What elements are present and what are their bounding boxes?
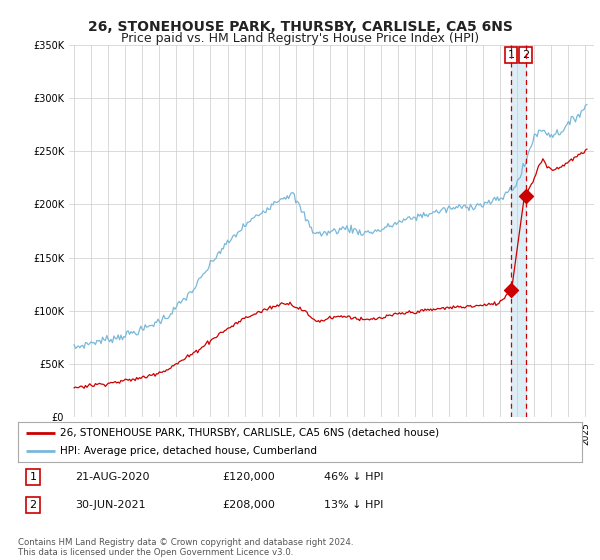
Text: 1: 1 bbox=[29, 472, 37, 482]
Text: 2: 2 bbox=[522, 50, 529, 60]
Text: 13% ↓ HPI: 13% ↓ HPI bbox=[324, 500, 383, 510]
Text: 21-AUG-2020: 21-AUG-2020 bbox=[75, 472, 149, 482]
Text: £208,000: £208,000 bbox=[222, 500, 275, 510]
Text: 26, STONEHOUSE PARK, THURSBY, CARLISLE, CA5 6NS (detached house): 26, STONEHOUSE PARK, THURSBY, CARLISLE, … bbox=[60, 428, 439, 437]
Text: Price paid vs. HM Land Registry's House Price Index (HPI): Price paid vs. HM Land Registry's House … bbox=[121, 32, 479, 45]
Text: 26, STONEHOUSE PARK, THURSBY, CARLISLE, CA5 6NS: 26, STONEHOUSE PARK, THURSBY, CARLISLE, … bbox=[88, 20, 512, 34]
Text: Contains HM Land Registry data © Crown copyright and database right 2024.
This d: Contains HM Land Registry data © Crown c… bbox=[18, 538, 353, 557]
Point bbox=[506, 285, 516, 294]
Text: 2: 2 bbox=[29, 500, 37, 510]
Text: £120,000: £120,000 bbox=[222, 472, 275, 482]
Bar bbox=[511, 45, 526, 417]
Text: 30-JUN-2021: 30-JUN-2021 bbox=[75, 500, 146, 510]
Point bbox=[521, 192, 530, 200]
Text: HPI: Average price, detached house, Cumberland: HPI: Average price, detached house, Cumb… bbox=[60, 446, 317, 456]
Text: 46% ↓ HPI: 46% ↓ HPI bbox=[324, 472, 383, 482]
Text: 1: 1 bbox=[508, 50, 515, 60]
